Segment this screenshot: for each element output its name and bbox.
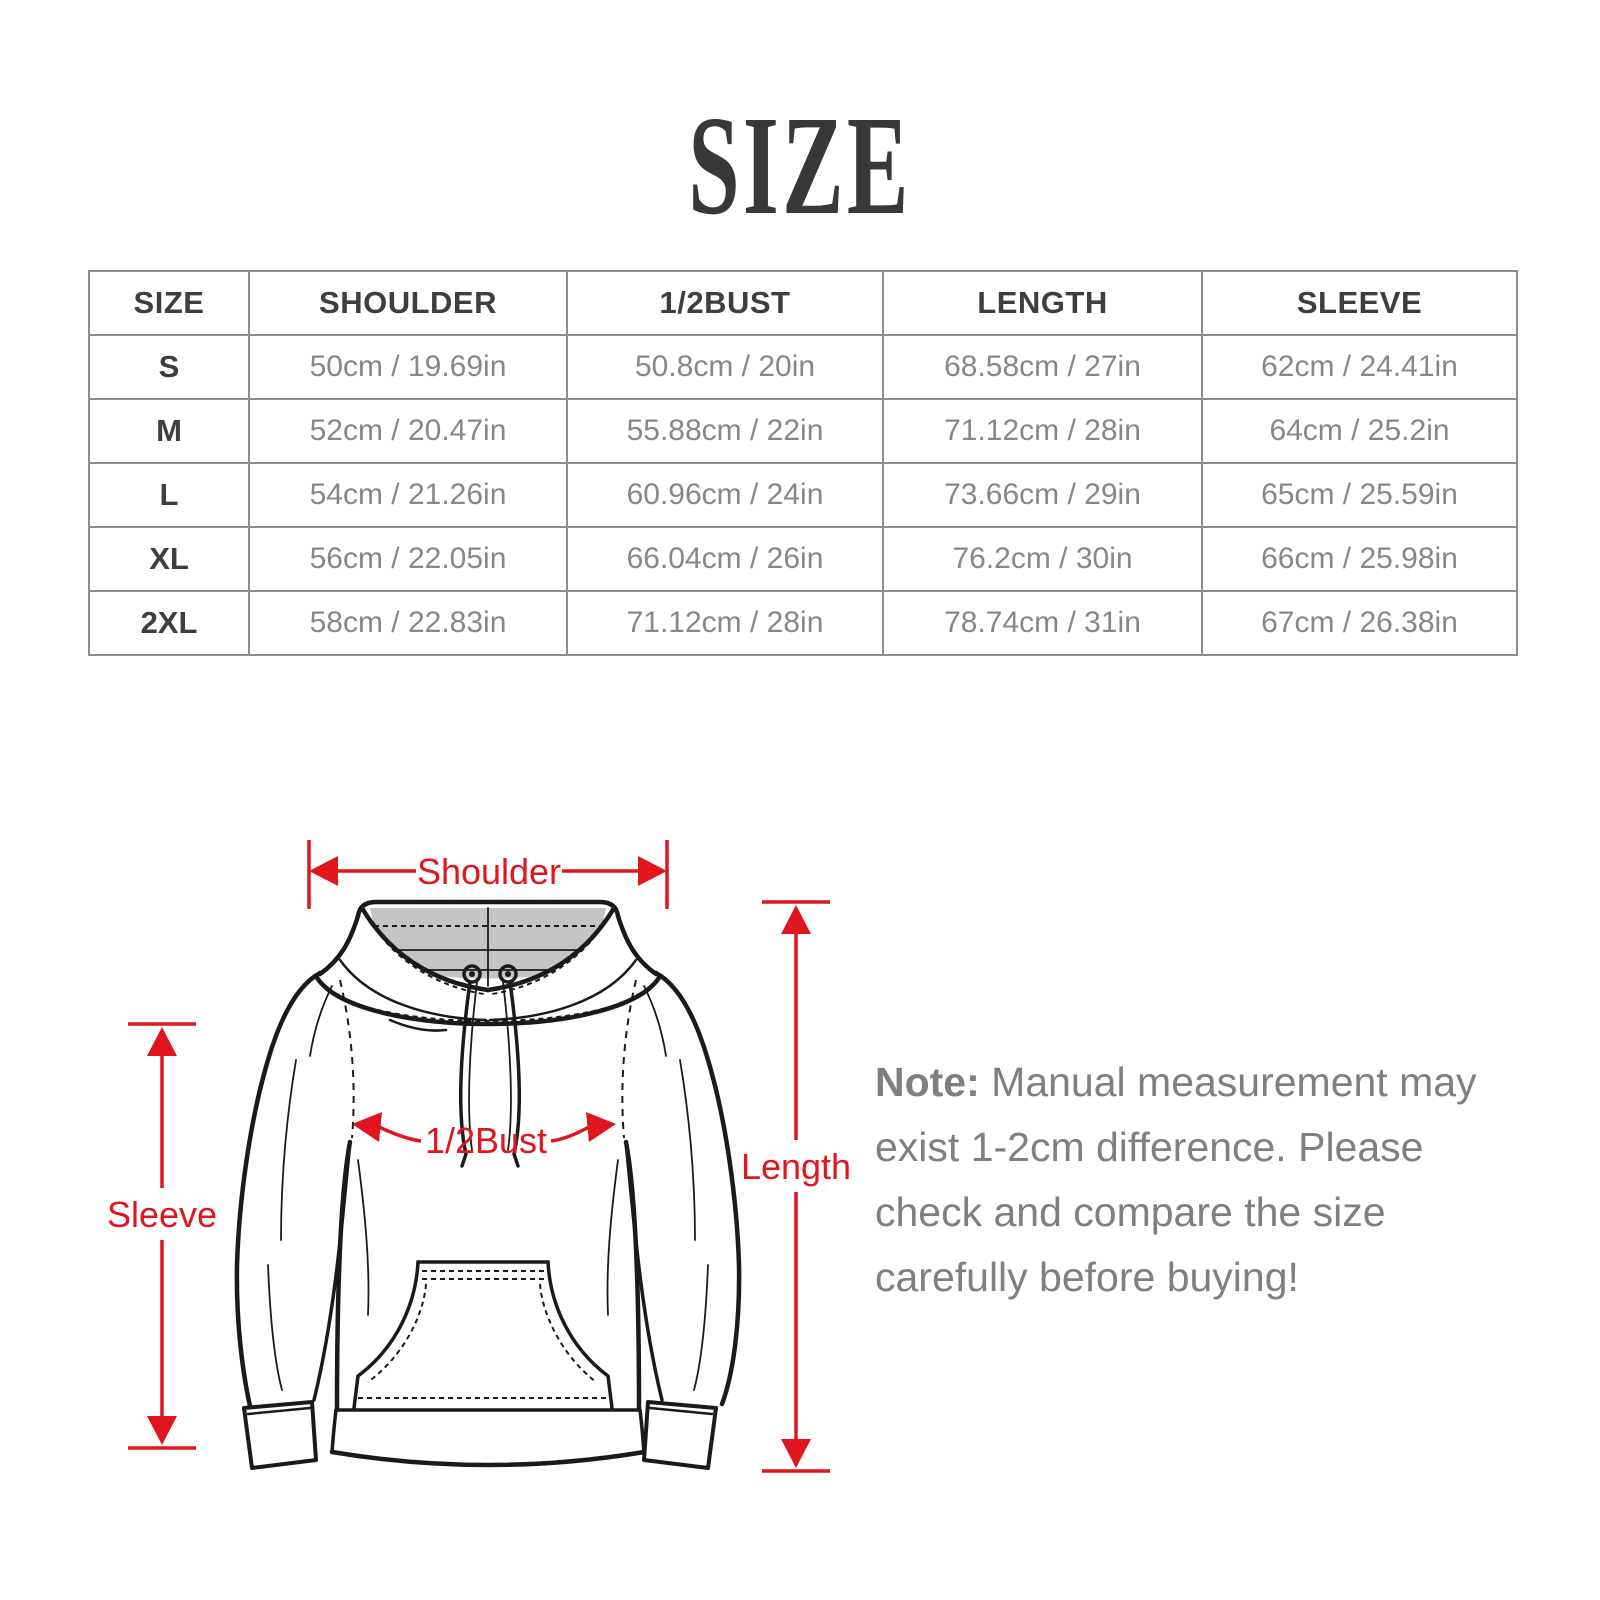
note-line-1: Manual measurement may [991,1059,1477,1105]
cell-bust: 71.12cm / 28in [566,590,884,656]
column-header-size: SIZE [88,270,250,336]
note-line: Note: Manual measurement may [875,1050,1500,1115]
cell-size: M [88,398,250,464]
shoulder-arrow: Shoulder [307,840,669,909]
column-header-bust: 1/2BUST [566,270,884,336]
note-label: Note: [875,1059,980,1105]
cell-length: 68.58cm / 27in [882,334,1203,400]
note-line-4: carefully before buying! [875,1254,1299,1300]
column-header-shoulder: SHOULDER [248,270,568,336]
cell-bust: 66.04cm / 26in [566,526,884,592]
table-header-row: SIZE SHOULDER 1/2BUST LENGTH SLEEVE [88,270,1518,336]
cuffs [242,1400,718,1470]
hoodie-sketch [234,899,742,1470]
column-header-sleeve: SLEEVE [1201,270,1518,336]
size-table: SIZE SHOULDER 1/2BUST LENGTH SLEEVE S 50… [88,270,1518,656]
kangaroo-pocket [352,1260,614,1410]
sleeve-dimension-label: Sleeve [107,1194,217,1235]
cell-size: XL [88,526,250,592]
note-line-3: check and compare the size [875,1189,1386,1235]
table-row-2xl: 2XL 58cm / 22.83in 71.12cm / 28in 78.74c… [88,590,1518,656]
cell-sleeve: 67cm / 26.38in [1201,590,1518,656]
cell-sleeve: 65cm / 25.59in [1201,462,1518,528]
bust-dimension-label: 1/2Bust [425,1120,547,1161]
table-row-s: S 50cm / 19.69in 50.8cm / 20in 68.58cm /… [88,334,1518,400]
length-dimension-label: Length [741,1146,851,1187]
cell-length: 73.66cm / 29in [882,462,1203,528]
cell-shoulder: 56cm / 22.05in [248,526,568,592]
cell-sleeve: 64cm / 25.2in [1201,398,1518,464]
cell-shoulder: 54cm / 21.26in [248,462,568,528]
cell-bust: 60.96cm / 24in [566,462,884,528]
cell-sleeve: 62cm / 24.41in [1201,334,1518,400]
sleeves [234,970,742,1409]
drawstrings [459,964,521,1168]
table-row-l: L 54cm / 21.26in 60.96cm / 24in 73.66cm … [88,462,1518,528]
cell-bust: 50.8cm / 20in [566,334,884,400]
cell-size: L [88,462,250,528]
length-arrow: Length [741,900,851,1473]
cell-size: 2XL [88,590,250,656]
hood-interior [370,907,606,987]
page-title: SIZE [688,86,912,244]
cell-shoulder: 58cm / 22.83in [248,590,568,656]
bust-arrow: 1/2Bust [352,1112,616,1161]
note-line-2: exist 1-2cm difference. Please [875,1124,1424,1170]
cell-length: 76.2cm / 30in [882,526,1203,592]
note-text: Note: Manual measurement may exist 1-2cm… [875,1050,1500,1310]
cell-bust: 55.88cm / 22in [566,398,884,464]
shoulder-dimension-label: Shoulder [417,851,561,892]
cell-size: S [88,334,250,400]
hem-band [329,1408,647,1468]
sleeve-arrow: Sleeve [107,1022,217,1450]
table-row-m: M 52cm / 20.47in 55.88cm / 22in 71.12cm … [88,398,1518,464]
cell-sleeve: 66cm / 25.98in [1201,526,1518,592]
cell-length: 78.74cm / 31in [882,590,1203,656]
body [334,979,642,1411]
cell-shoulder: 52cm / 20.47in [248,398,568,464]
table-row-xl: XL 56cm / 22.05in 66.04cm / 26in 76.2cm … [88,526,1518,592]
hoodie-measurement-diagram: Shoulder Length Sleeve 1/2Bust [107,840,851,1473]
cell-shoulder: 50cm / 19.69in [248,334,568,400]
cell-length: 71.12cm / 28in [882,398,1203,464]
column-header-length: LENGTH [882,270,1203,336]
